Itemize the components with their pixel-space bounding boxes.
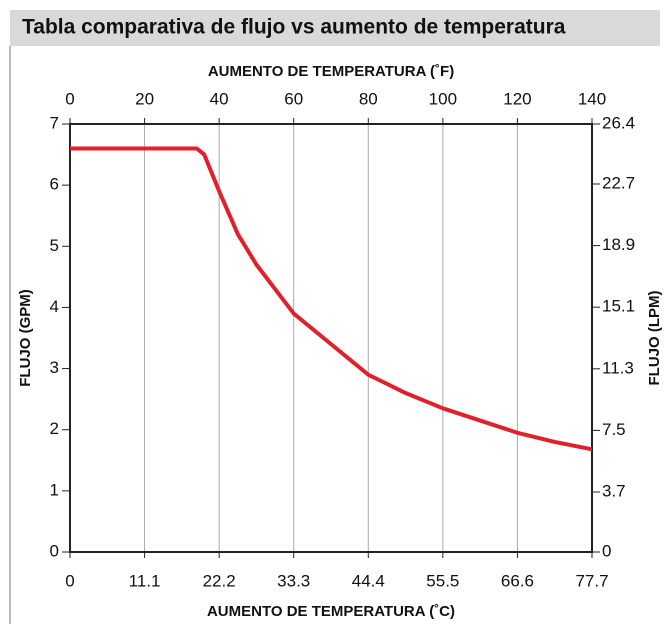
x-axis-title-bottom: AUMENTO DE TEMPERATURA (˚C) <box>207 603 455 620</box>
x-tick-label-top: 140 <box>578 89 606 108</box>
x2-tick-label: 33.3 <box>277 571 310 590</box>
y2-tick-label: 26.4 <box>602 113 635 132</box>
x2-tick-label: 55.5 <box>426 571 459 590</box>
x2-tick-label: 77.7 <box>575 571 608 590</box>
x2-tick-label: 11.1 <box>129 571 161 590</box>
x2-tick-label: 66.6 <box>501 571 534 590</box>
title-banner <box>10 10 660 46</box>
y2-tick-label: 11.3 <box>602 358 634 377</box>
y-tick-label: 6 <box>50 175 59 194</box>
y-tick-label: 4 <box>50 297 59 316</box>
x-tick-label-top: 20 <box>135 89 154 108</box>
x-tick-label-top: 80 <box>359 89 378 108</box>
x2-tick-label: 22.2 <box>203 571 236 590</box>
x2-tick-label: 0 <box>65 571 74 590</box>
y-tick-label: 0 <box>50 541 59 560</box>
data-line <box>70 146 593 452</box>
y2-tick-label: 18.9 <box>602 235 635 254</box>
x-tick-label-top: 0 <box>65 89 74 108</box>
y2-tick-label: 0 <box>602 541 611 560</box>
y2-tick-label: 7.5 <box>602 420 626 439</box>
y-tick-label: 2 <box>50 419 59 438</box>
y2-axis-title: FLUJO (LPM) <box>646 291 663 386</box>
x-tick-label-top: 120 <box>503 89 531 108</box>
x-tick-label-top: 100 <box>429 89 457 108</box>
y-axis-title: FLUJO (GPM) <box>17 289 34 387</box>
y2-tick-label: 22.7 <box>602 173 635 192</box>
y2-tick-label: 15.1 <box>602 297 635 316</box>
x-tick-label-top: 60 <box>284 89 303 108</box>
x2-tick-label: 44.4 <box>352 571 385 590</box>
y-tick-label: 7 <box>50 113 59 132</box>
x-tick-label-top: 40 <box>210 89 229 108</box>
y2-tick-label: 3.7 <box>602 481 626 500</box>
y-tick-label: 3 <box>50 358 59 377</box>
plot-frame <box>69 123 593 553</box>
chart-title: Tabla comparativa de flujo vs aumento de… <box>22 16 566 39</box>
y-tick-label: 5 <box>50 236 59 255</box>
y-tick-label: 1 <box>50 480 59 499</box>
x-axis-title-top: AUMENTO DE TEMPERATURA (˚F) <box>208 63 454 80</box>
